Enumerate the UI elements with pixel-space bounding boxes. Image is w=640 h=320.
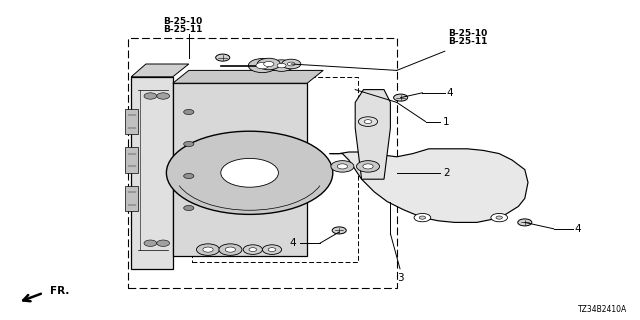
Polygon shape	[173, 83, 307, 256]
Text: 2: 2	[443, 168, 449, 178]
Circle shape	[184, 173, 194, 179]
Circle shape	[256, 62, 269, 69]
Circle shape	[184, 141, 194, 147]
Polygon shape	[173, 70, 323, 83]
Circle shape	[243, 245, 262, 254]
Circle shape	[282, 59, 301, 69]
Circle shape	[518, 219, 532, 226]
Text: B-25-10: B-25-10	[448, 29, 487, 38]
Polygon shape	[131, 64, 189, 77]
Text: FR.: FR.	[50, 286, 69, 296]
Circle shape	[262, 245, 282, 254]
Text: B-25-11: B-25-11	[448, 37, 488, 46]
Circle shape	[184, 205, 194, 211]
Circle shape	[216, 54, 230, 61]
Polygon shape	[125, 147, 138, 173]
Circle shape	[331, 161, 354, 172]
Circle shape	[144, 93, 157, 99]
Circle shape	[225, 247, 236, 252]
Circle shape	[264, 61, 274, 67]
Text: B-25-10: B-25-10	[163, 17, 202, 26]
Circle shape	[356, 161, 380, 172]
Text: 4: 4	[447, 88, 453, 98]
Circle shape	[364, 120, 372, 124]
Polygon shape	[131, 77, 173, 269]
Circle shape	[196, 244, 220, 255]
Circle shape	[203, 247, 213, 252]
Circle shape	[221, 158, 278, 187]
Text: B-25-11: B-25-11	[163, 25, 202, 34]
Circle shape	[277, 63, 286, 68]
Text: 4: 4	[289, 238, 296, 248]
Circle shape	[249, 248, 257, 252]
Text: 4: 4	[575, 224, 581, 234]
Circle shape	[270, 60, 293, 71]
Circle shape	[257, 58, 280, 70]
Circle shape	[268, 248, 276, 252]
Circle shape	[337, 164, 348, 169]
Polygon shape	[330, 149, 528, 222]
Circle shape	[157, 240, 170, 246]
Circle shape	[248, 59, 276, 73]
Circle shape	[219, 244, 242, 255]
Text: 1: 1	[443, 116, 449, 127]
Polygon shape	[125, 186, 138, 211]
Circle shape	[419, 216, 426, 219]
Circle shape	[184, 109, 194, 115]
Circle shape	[332, 227, 346, 234]
Text: 3: 3	[397, 273, 403, 284]
Circle shape	[414, 213, 431, 222]
Circle shape	[157, 93, 170, 99]
Circle shape	[491, 213, 508, 222]
Circle shape	[166, 131, 333, 214]
Circle shape	[394, 94, 408, 101]
Circle shape	[358, 117, 378, 126]
Polygon shape	[125, 109, 138, 134]
Circle shape	[287, 62, 295, 66]
Circle shape	[144, 240, 157, 246]
Circle shape	[496, 216, 502, 219]
Circle shape	[363, 164, 373, 169]
Text: TZ34B2410A: TZ34B2410A	[578, 305, 627, 314]
Polygon shape	[355, 90, 390, 179]
